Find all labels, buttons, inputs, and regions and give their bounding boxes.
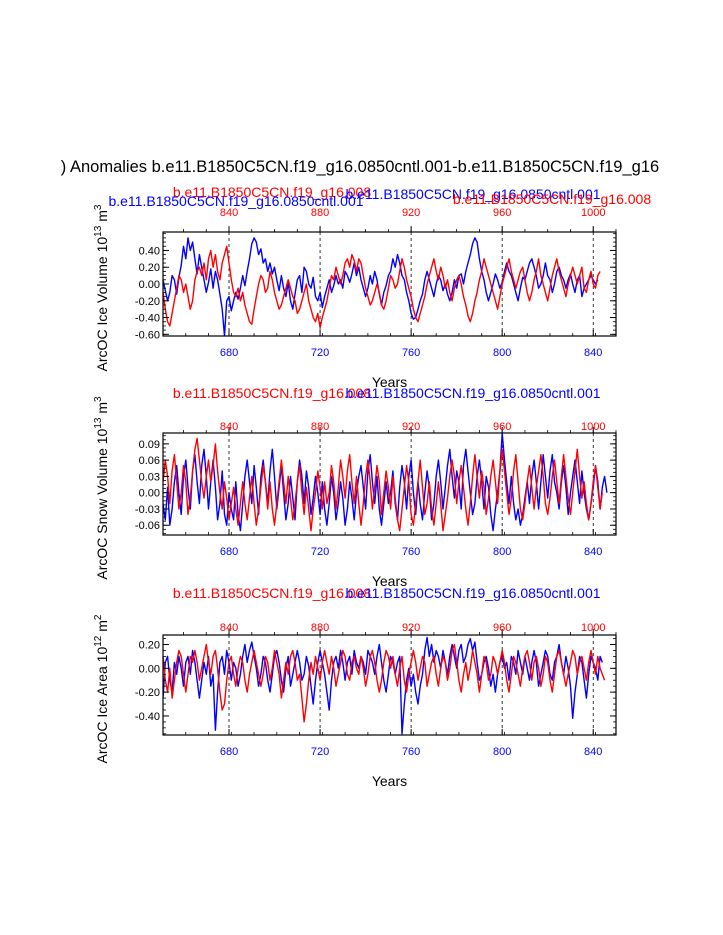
x-bottom-tick-label: 680 xyxy=(220,546,238,558)
y-axis-label-text: ArcOC Snow Volume 10 xyxy=(94,428,110,579)
y-tick-label: 0.00 xyxy=(139,488,160,500)
y-axis-label: ArcOC Ice Volume 1013 m3 xyxy=(93,204,110,371)
y-axis-label-unit-exp: 3 xyxy=(93,396,104,402)
x-top-tick-label: 1000 xyxy=(581,622,605,634)
y-axis-label-text: ArcOC Ice Area 10 xyxy=(94,647,110,764)
y-axis-label: ArcOC Snow Volume 1013 m3 xyxy=(93,396,110,580)
x-top-tick-label: 960 xyxy=(493,207,511,219)
x-top-tick-label: 1000 xyxy=(581,421,605,433)
y-axis-label-unit: m xyxy=(94,620,110,636)
title-red: b.e11.B1850C5CN.f19_g16.008 xyxy=(173,184,371,200)
y-tick-label: 0.20 xyxy=(139,640,160,652)
y-axis-label: ArcOC Ice Area 1012 m2 xyxy=(93,614,110,763)
y-tick-label: -0.20 xyxy=(135,687,160,699)
y-tick-label: 0.03 xyxy=(139,471,160,483)
y-axis-label-unit-exp: 2 xyxy=(93,614,104,620)
x-axis-label: Years xyxy=(372,374,407,390)
x-top-tick-label: 880 xyxy=(311,421,329,433)
y-axis-label-exp: 12 xyxy=(93,635,104,647)
y-tick-label: -0.60 xyxy=(135,329,160,341)
title-blue-secondary: b.e11.B1850C5CN.f19_g16.0850cntl.001 xyxy=(108,193,363,209)
x-bottom-tick-label: 760 xyxy=(402,347,420,359)
x-top-tick-label: 960 xyxy=(493,421,511,433)
series-line-red xyxy=(163,245,601,329)
title-blue: b.e11.B1850C5CN.f19_g16.0850cntl.001 xyxy=(345,385,600,401)
y-axis-label-exp: 13 xyxy=(93,417,104,429)
x-top-tick-label: 840 xyxy=(220,421,238,433)
x-bottom-tick-label: 720 xyxy=(311,347,329,359)
y-tick-label: -0.40 xyxy=(135,313,160,325)
y-axis-label-unit: m xyxy=(94,210,110,226)
plot-frame xyxy=(162,634,617,736)
y-axis-label-exp: 13 xyxy=(93,225,104,237)
x-top-tick-label: 920 xyxy=(402,207,420,219)
title-blue: b.e11.B1850C5CN.f19_g16.0850cntl.001 xyxy=(345,186,600,202)
x-top-tick-label: 880 xyxy=(311,622,329,634)
x-top-tick-label: 1000 xyxy=(581,207,605,219)
x-top-tick-label: 880 xyxy=(311,207,329,219)
chart-panels: 0.40 0.20 0.00 -0.20 -0.40 -0.60 680 720 760 800 8… xyxy=(93,184,651,789)
x-bottom-tick-label: 760 xyxy=(402,746,420,758)
y-tick-label: 0.00 xyxy=(139,279,160,291)
title-blue: b.e11.B1850C5CN.f19_g16.0850cntl.001 xyxy=(345,585,600,601)
x-bottom-tick-label: 720 xyxy=(311,746,329,758)
chart-panel-1: 0.40 0.20 0.00 -0.20 -0.40 -0.60 680 720 760 800 8… xyxy=(93,184,651,390)
x-bottom-tick-label: 720 xyxy=(311,546,329,558)
y-tick-label: -0.06 xyxy=(135,520,160,532)
x-bottom-tick-label: 680 xyxy=(220,746,238,758)
x-axis-label: Years xyxy=(372,573,407,589)
y-axis-label-unit-exp: 3 xyxy=(93,204,104,210)
y-tick-label: 0.20 xyxy=(139,262,160,274)
x-axis-label: Years xyxy=(372,773,407,789)
series-line-red xyxy=(163,643,606,723)
x-bottom-tick-label: 800 xyxy=(493,546,511,558)
plot-frame xyxy=(162,432,617,536)
y-tick-label: -0.40 xyxy=(135,711,160,723)
series-group xyxy=(163,433,608,532)
y-tick-label: -0.03 xyxy=(135,504,160,516)
x-top-tick-label: 920 xyxy=(402,622,420,634)
x-top-tick-label: 840 xyxy=(220,622,238,634)
series-line-blue xyxy=(163,433,608,532)
y-tick-label: 0.09 xyxy=(139,439,160,451)
x-bottom-tick-label: 840 xyxy=(584,546,602,558)
x-bottom-tick-label: 840 xyxy=(584,347,602,359)
chart-panel-3: 0.20 0.00 -0.20 -0.40 680 720 760 800 840 840 880 9… xyxy=(93,585,617,789)
y-tick-label: 0.40 xyxy=(139,245,160,257)
title-red-secondary: b.e11.B1850C5CN.f19_g16.008 xyxy=(453,191,651,207)
x-bottom-tick-label: 760 xyxy=(402,546,420,558)
x-top-tick-label: 840 xyxy=(220,207,238,219)
title-red: b.e11.B1850C5CN.f19_g16.008 xyxy=(173,385,371,401)
y-tick-label: 0.06 xyxy=(139,455,160,467)
y-axis-label-text: ArcOC Ice Volume 10 xyxy=(94,237,110,372)
x-bottom-tick-label: 840 xyxy=(584,746,602,758)
x-top-tick-label: 920 xyxy=(402,421,420,433)
x-top-tick-label: 960 xyxy=(493,622,511,634)
x-bottom-tick-label: 680 xyxy=(220,347,238,359)
series-group xyxy=(163,636,606,735)
title-red: b.e11.B1850C5CN.f19_g16.008 xyxy=(173,585,371,601)
y-axis-label-unit: m xyxy=(94,402,110,418)
series-group xyxy=(163,237,601,336)
y-tick-label: -0.20 xyxy=(135,296,160,308)
y-tick-label: 0.00 xyxy=(139,663,160,675)
x-bottom-tick-label: 800 xyxy=(493,746,511,758)
x-bottom-tick-label: 800 xyxy=(493,347,511,359)
figure-title: ) Anomalies b.e11.B1850C5CN.f19_g16.0850… xyxy=(61,158,659,176)
series-line-red xyxy=(163,437,603,532)
chart-panel-2: 0.09 0.06 0.03 0.00 -0.03 -0.06 680 720 760 800 84… xyxy=(93,385,617,589)
